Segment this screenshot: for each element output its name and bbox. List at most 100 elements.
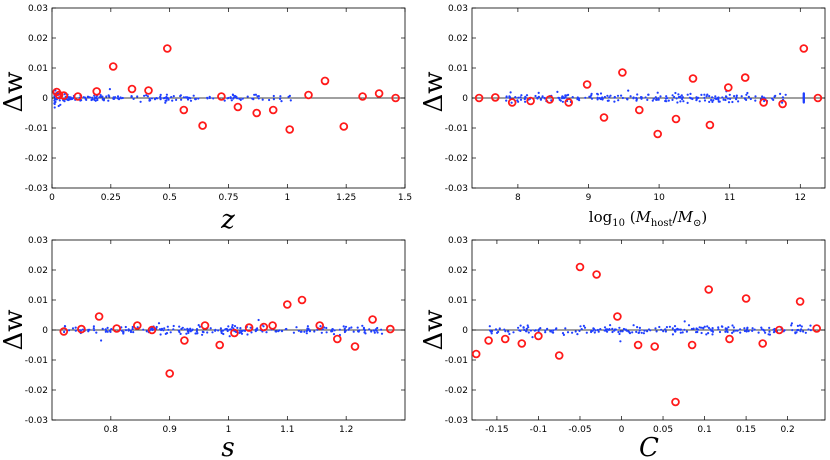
xtick-label-mhost: 8 bbox=[515, 193, 521, 203]
data-point-c bbox=[725, 329, 728, 332]
outlier-point-z bbox=[374, 89, 384, 98]
data-point-s bbox=[217, 329, 220, 332]
data-point-z bbox=[159, 96, 162, 100]
outlier-point-c bbox=[758, 339, 767, 348]
data-point-c bbox=[599, 328, 602, 331]
data-point-s bbox=[342, 325, 345, 328]
data-point-mhost bbox=[705, 95, 708, 98]
data-point-c bbox=[611, 330, 614, 334]
data-point-mhost bbox=[599, 92, 603, 95]
data-point-z bbox=[162, 97, 165, 100]
data-point-c bbox=[800, 328, 803, 331]
data-point-s bbox=[331, 328, 334, 331]
data-point-z bbox=[226, 97, 229, 100]
data-point-c bbox=[679, 328, 683, 331]
data-point-mhost bbox=[664, 97, 668, 100]
data-point-mhost bbox=[576, 98, 579, 101]
data-point-z bbox=[93, 98, 96, 101]
data-point-s bbox=[380, 328, 383, 331]
data-point-s bbox=[265, 331, 268, 334]
data-point-mhost bbox=[559, 99, 562, 102]
data-point-s bbox=[127, 329, 130, 332]
outlier-point-c bbox=[517, 339, 527, 348]
data-point-c bbox=[552, 329, 555, 332]
data-point-s bbox=[361, 324, 364, 327]
data-point-c bbox=[655, 330, 658, 333]
data-point-z bbox=[241, 97, 244, 100]
data-point-mhost bbox=[728, 93, 731, 96]
ytick-label-c: -0.01 bbox=[445, 356, 468, 366]
data-point-s bbox=[332, 333, 336, 336]
data-point-c bbox=[763, 329, 766, 332]
data-point-s bbox=[163, 327, 166, 330]
panel-z: Δw z -0.03 -0.02 -0.01 0 0.01 0.02 0.03 0 0.25 0.… bbox=[0, 4, 412, 235]
data-point-s bbox=[162, 329, 165, 332]
data-point-c bbox=[764, 331, 767, 334]
data-point-s bbox=[124, 329, 128, 332]
data-point-mhost bbox=[537, 91, 540, 94]
data-point-s bbox=[236, 326, 239, 329]
data-point-s bbox=[136, 326, 139, 329]
data-point-c bbox=[662, 330, 665, 333]
data-point-mhost bbox=[652, 97, 655, 100]
data-point-mhost bbox=[655, 98, 658, 101]
outlier-point-s bbox=[165, 369, 175, 378]
data-point-mhost bbox=[681, 96, 685, 99]
xlabel-panel-c: C bbox=[639, 433, 659, 460]
panel-s: Δw s -0.03 -0.02 -0.01 0 0.01 0.02 0.03 0.8 0.9 1… bbox=[0, 236, 406, 460]
data-point-z bbox=[186, 98, 190, 101]
data-point-mhost bbox=[716, 97, 719, 100]
data-point-c bbox=[664, 330, 668, 333]
data-point-s bbox=[71, 327, 75, 330]
outlier-point-mhost bbox=[634, 105, 644, 115]
data-point-c bbox=[590, 330, 593, 334]
outlier-point-z bbox=[252, 108, 262, 118]
data-point-s bbox=[343, 327, 346, 330]
data-point-mhost bbox=[784, 93, 787, 96]
data-point-s bbox=[352, 330, 355, 333]
data-point-c bbox=[489, 330, 492, 333]
data-point-c bbox=[635, 330, 638, 333]
data-point-z bbox=[96, 98, 99, 102]
data-point-c bbox=[585, 331, 588, 334]
data-point-mhost bbox=[607, 99, 610, 102]
data-point-z bbox=[232, 97, 235, 100]
data-point-mhost bbox=[536, 97, 539, 100]
data-point-c bbox=[799, 330, 802, 333]
xtick-label-s: 0.9 bbox=[163, 425, 178, 435]
data-point-z bbox=[105, 95, 108, 98]
data-point-z bbox=[194, 98, 197, 101]
outlier-point-s bbox=[215, 340, 225, 350]
data-point-s bbox=[149, 328, 152, 331]
outlier-point-z bbox=[233, 102, 243, 112]
data-point-s bbox=[343, 330, 347, 333]
data-point-s bbox=[185, 332, 188, 335]
data-point-z bbox=[132, 97, 135, 100]
data-point-c bbox=[527, 326, 530, 329]
data-point-mhost bbox=[558, 96, 561, 100]
outlier-point-c bbox=[650, 342, 659, 351]
xtick-label-c: 0 bbox=[619, 425, 625, 435]
data-point-z bbox=[182, 96, 185, 99]
data-point-c bbox=[711, 327, 714, 330]
ytick-label-z: 0 bbox=[42, 94, 48, 104]
data-point-c bbox=[665, 326, 669, 329]
data-point-c bbox=[495, 328, 498, 331]
data-point-c bbox=[809, 329, 813, 332]
xtick-label-c: -0.1 bbox=[530, 425, 548, 435]
data-point-s bbox=[63, 325, 66, 328]
outlier-point-s bbox=[368, 315, 377, 324]
data-point-c bbox=[618, 332, 621, 336]
outlier-point-mhost bbox=[740, 73, 750, 82]
outlier-point-s bbox=[315, 321, 325, 330]
data-point-mhost bbox=[749, 97, 752, 101]
data-point-c bbox=[743, 327, 746, 330]
data-point-z bbox=[54, 98, 57, 101]
data-point-z bbox=[164, 101, 167, 104]
data-point-s bbox=[250, 331, 253, 334]
data-point-c bbox=[736, 329, 739, 332]
data-point-s bbox=[257, 318, 260, 322]
data-point-c bbox=[625, 329, 628, 332]
data-point-c bbox=[613, 329, 616, 332]
data-point-c bbox=[707, 326, 711, 329]
